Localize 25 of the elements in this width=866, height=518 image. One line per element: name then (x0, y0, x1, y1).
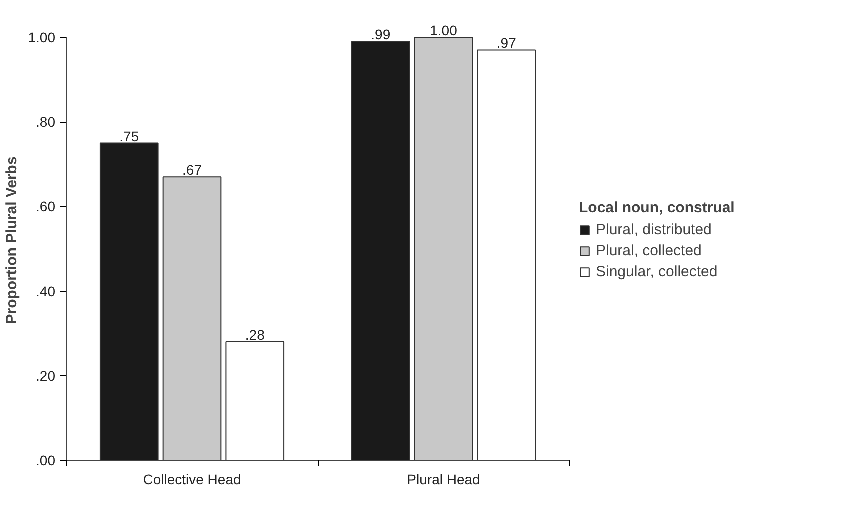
bar (162, 176, 222, 460)
data-label: 1.00 (430, 22, 458, 38)
bar (100, 142, 159, 460)
data-label: .75 (120, 128, 140, 144)
x-tick-label: Plural Head (407, 472, 480, 488)
x-tick-label: Collective Head (143, 472, 242, 488)
y-axis-title: Proportion Plural Verbs (3, 156, 20, 324)
data-label: .28 (245, 327, 266, 344)
data-label: .67 (182, 162, 202, 178)
legend-label: Plural, collected (596, 242, 702, 260)
bar (226, 342, 285, 460)
y-tick-label: .20 (36, 368, 56, 384)
y-tick-label: .60 (36, 198, 56, 215)
y-tick-label: .40 (36, 283, 56, 300)
y-tick-label: 1.00 (28, 30, 56, 46)
y-tick-label: .80 (36, 114, 56, 130)
data-label: .97 (496, 35, 517, 52)
y-tick-label: .00 (36, 452, 56, 468)
bar (414, 37, 474, 460)
bar (477, 50, 536, 460)
data-label: .99 (371, 26, 391, 43)
legend-label: Plural, distributed (596, 222, 712, 238)
legend-label: Singular, collected (596, 264, 718, 280)
legend-title: Local noun, construal (579, 200, 735, 216)
bar (351, 41, 410, 460)
